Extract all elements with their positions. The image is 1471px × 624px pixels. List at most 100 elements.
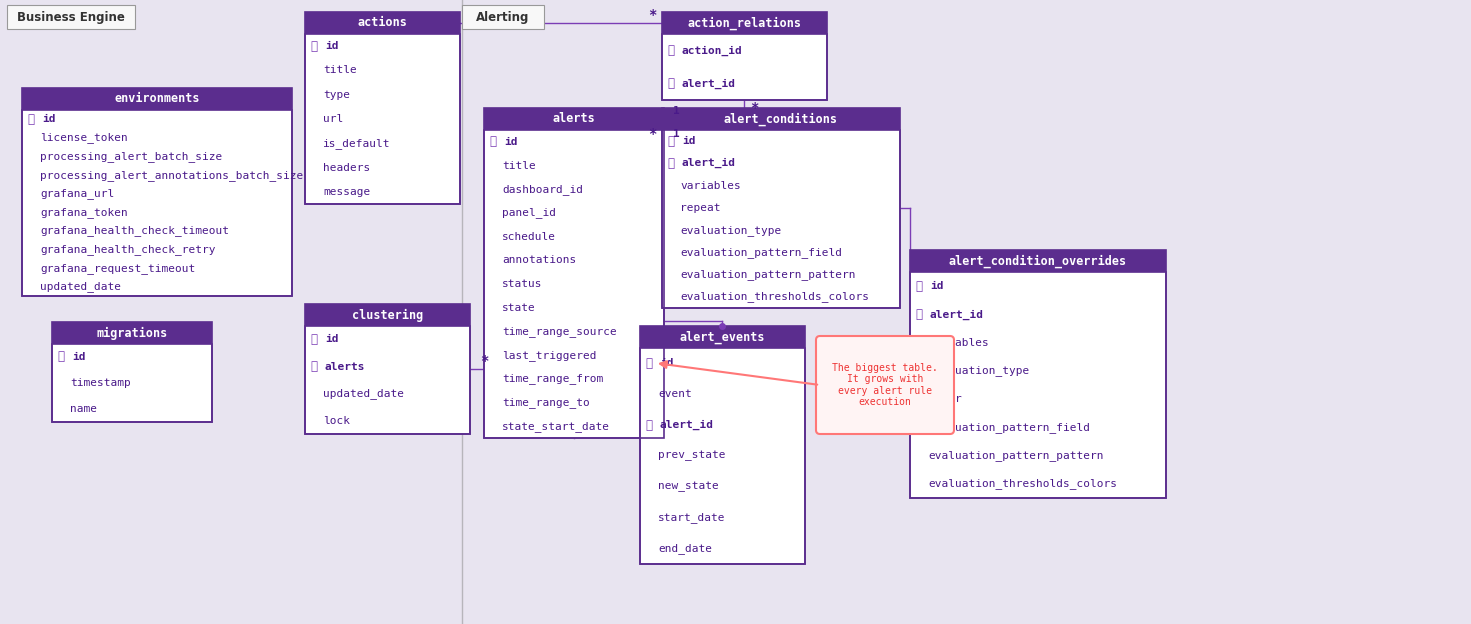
Text: ⚿: ⚿: [666, 157, 674, 170]
Text: headers: headers: [324, 163, 371, 173]
Text: grafana_token: grafana_token: [40, 207, 128, 218]
FancyBboxPatch shape: [304, 34, 460, 204]
Text: last_triggered: last_triggered: [502, 349, 597, 361]
FancyBboxPatch shape: [640, 326, 805, 348]
Text: evaluation_type: evaluation_type: [680, 225, 781, 236]
FancyBboxPatch shape: [816, 336, 955, 434]
Text: *: *: [480, 354, 488, 368]
Text: ⚿: ⚿: [26, 113, 34, 126]
Text: ⚿: ⚿: [310, 333, 316, 346]
FancyBboxPatch shape: [484, 108, 663, 130]
FancyBboxPatch shape: [22, 110, 293, 296]
Text: ⚿: ⚿: [310, 40, 316, 52]
Text: ⚿: ⚿: [666, 44, 674, 57]
Text: grafana_health_check_timeout: grafana_health_check_timeout: [40, 225, 229, 236]
FancyBboxPatch shape: [304, 304, 471, 326]
Text: grafana_health_check_retry: grafana_health_check_retry: [40, 244, 215, 255]
Text: Business Engine: Business Engine: [18, 11, 125, 24]
Text: ⚿: ⚿: [666, 77, 674, 90]
Text: ⚿: ⚿: [644, 357, 652, 370]
Text: processing_alert_batch_size: processing_alert_batch_size: [40, 151, 222, 162]
Text: annotations: annotations: [502, 255, 577, 265]
Text: license_token: license_token: [40, 132, 128, 144]
Text: Alerting: Alerting: [477, 11, 530, 24]
Text: action_id: action_id: [683, 46, 743, 56]
Text: time_range_to: time_range_to: [502, 397, 590, 408]
FancyBboxPatch shape: [662, 108, 900, 130]
Text: ⚿: ⚿: [666, 135, 674, 148]
Text: evaluation_thresholds_colors: evaluation_thresholds_colors: [680, 291, 869, 303]
Text: ⚿: ⚿: [915, 308, 922, 321]
Text: updated_date: updated_date: [324, 388, 405, 399]
Text: *: *: [647, 8, 656, 22]
Text: alert_id: alert_id: [930, 310, 984, 319]
Text: state: state: [502, 303, 535, 313]
FancyBboxPatch shape: [22, 88, 293, 110]
Text: event: event: [658, 389, 691, 399]
Text: evaluation_thresholds_colors: evaluation_thresholds_colors: [928, 479, 1116, 489]
Text: *: *: [647, 127, 656, 141]
Text: variables: variables: [680, 180, 741, 190]
Text: dashboard_id: dashboard_id: [502, 184, 583, 195]
Text: evaluation_type: evaluation_type: [928, 366, 1030, 376]
FancyBboxPatch shape: [51, 344, 212, 422]
Text: *: *: [750, 101, 759, 115]
Text: evaluation_pattern_field: evaluation_pattern_field: [680, 247, 841, 258]
Text: ⚿: ⚿: [57, 351, 65, 364]
FancyBboxPatch shape: [911, 272, 1167, 498]
Text: variables: variables: [928, 338, 989, 348]
Text: ⚿: ⚿: [644, 419, 652, 432]
Text: end_date: end_date: [658, 543, 712, 554]
Text: timestamp: timestamp: [71, 378, 131, 388]
Text: title: title: [324, 66, 357, 76]
Text: evaluation_pattern_field: evaluation_pattern_field: [928, 422, 1090, 433]
Text: url: url: [324, 114, 343, 124]
FancyBboxPatch shape: [662, 12, 827, 34]
Text: type: type: [324, 90, 350, 100]
Text: name: name: [71, 404, 97, 414]
Text: alert_condition_overrides: alert_condition_overrides: [949, 255, 1127, 268]
Text: title: title: [502, 160, 535, 170]
Text: schedule: schedule: [502, 232, 556, 241]
Text: migrations: migrations: [97, 326, 168, 339]
Text: actions: actions: [357, 16, 407, 29]
FancyBboxPatch shape: [304, 326, 471, 434]
Text: time_range_from: time_range_from: [502, 373, 603, 384]
Text: id: id: [660, 358, 674, 368]
Text: updated_date: updated_date: [40, 281, 121, 292]
Text: alerts: alerts: [553, 112, 596, 125]
Text: 1: 1: [469, 10, 475, 20]
Text: id: id: [930, 281, 943, 291]
Text: prev_state: prev_state: [658, 451, 725, 461]
Text: message: message: [324, 187, 371, 197]
Text: is_default: is_default: [324, 138, 390, 149]
FancyBboxPatch shape: [304, 12, 460, 34]
Text: id: id: [72, 352, 85, 362]
FancyBboxPatch shape: [51, 322, 212, 344]
Text: clustering: clustering: [352, 308, 424, 321]
Text: grafana_request_timeout: grafana_request_timeout: [40, 263, 196, 273]
Text: ⚿: ⚿: [310, 360, 316, 373]
Text: alert_id: alert_id: [683, 79, 736, 89]
Text: 1: 1: [672, 129, 680, 139]
Text: id: id: [505, 137, 518, 147]
FancyBboxPatch shape: [911, 250, 1167, 272]
Text: id: id: [683, 136, 696, 146]
Text: panel_id: panel_id: [502, 207, 556, 218]
Text: alert_events: alert_events: [680, 330, 765, 344]
Text: time_range_source: time_range_source: [502, 326, 616, 337]
FancyBboxPatch shape: [662, 130, 900, 308]
Text: state_start_date: state_start_date: [502, 421, 610, 432]
Text: ⚿: ⚿: [915, 280, 922, 293]
Text: repeat: repeat: [680, 203, 721, 213]
Text: action_relations: action_relations: [687, 16, 802, 30]
FancyBboxPatch shape: [462, 5, 544, 29]
Text: environments: environments: [115, 92, 200, 105]
Text: start_date: start_date: [658, 512, 725, 523]
Text: status: status: [502, 279, 543, 289]
Text: 1: 1: [672, 106, 680, 116]
Text: new_state: new_state: [658, 482, 719, 492]
Text: alert_id: alert_id: [683, 158, 736, 168]
Text: alerts: alerts: [325, 361, 365, 371]
Text: evaluation_pattern_pattern: evaluation_pattern_pattern: [928, 450, 1103, 461]
